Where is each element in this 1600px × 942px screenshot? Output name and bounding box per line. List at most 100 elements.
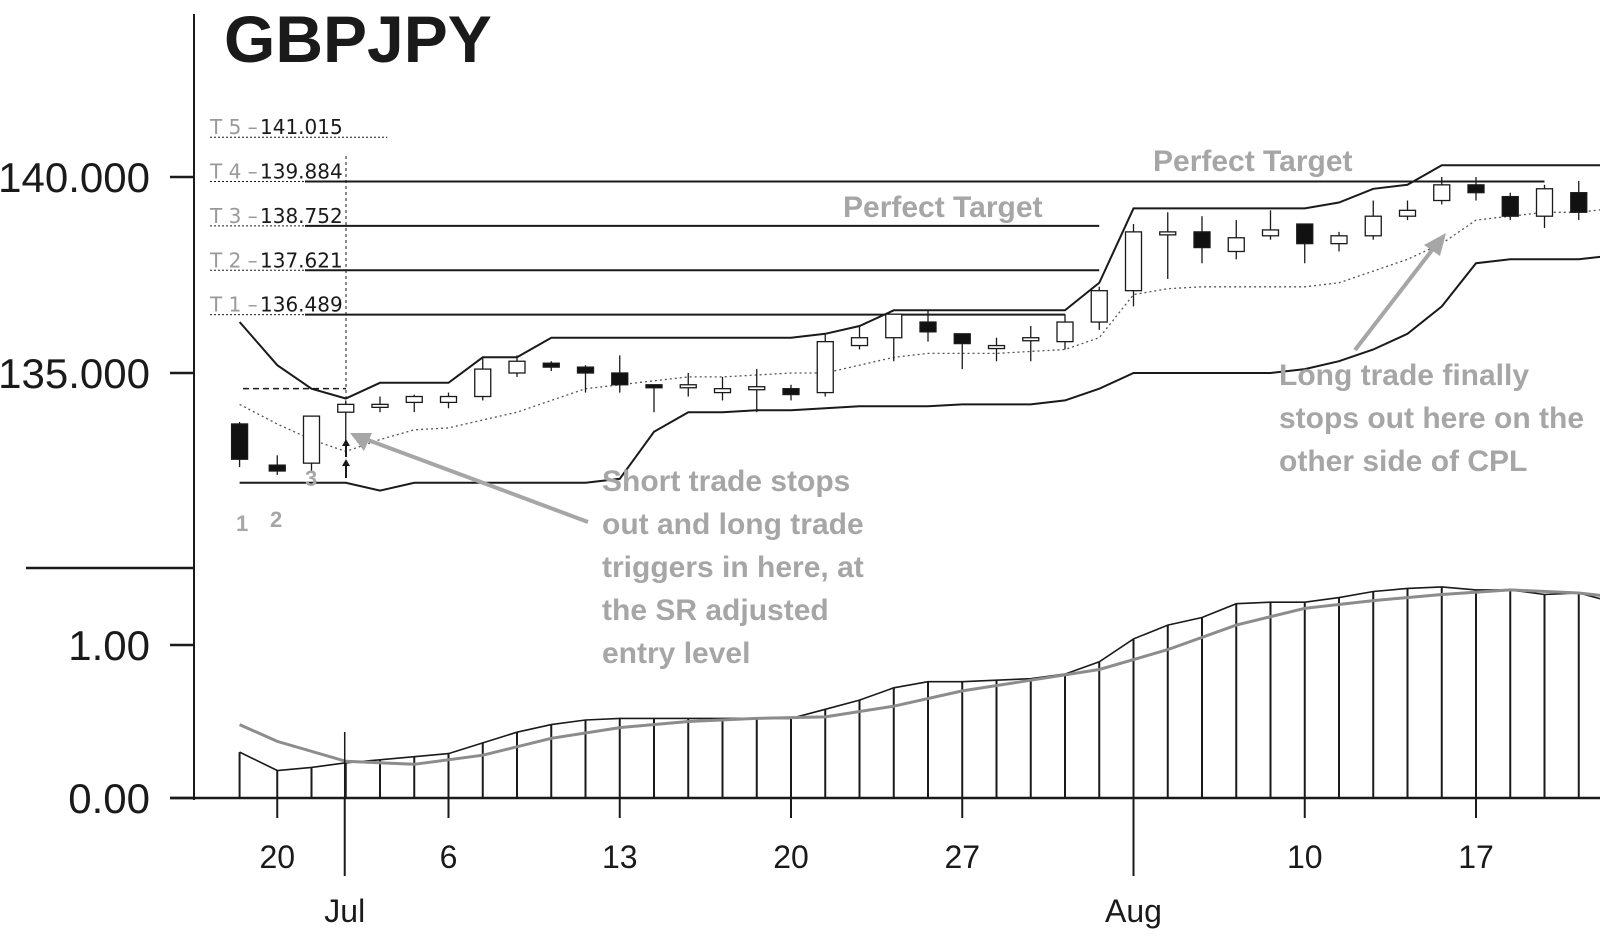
candle [885,313,903,362]
candle [1193,216,1211,264]
candle [1570,180,1588,221]
candle [508,355,526,377]
target-level-prefix: T 1 – [209,293,258,317]
candle-body [850,337,869,347]
indicator-smooth-line [238,588,1600,766]
upper-band-line [238,164,1600,400]
entry-arrow-lower-head [342,459,350,466]
candle [1467,177,1485,201]
candle [1022,325,1040,362]
annotation-perfect-target-1: Perfect Target [843,191,1043,224]
candle [230,422,249,468]
candle-body [1467,184,1485,194]
count-label-2: 2 [270,507,282,532]
candle-body [371,403,389,409]
date-tick-label: 6 [440,839,458,875]
candle-body [474,368,492,398]
price-tick-label: 135.000 [0,350,150,397]
candle-body [1159,231,1177,236]
candle-body [1227,237,1245,253]
candle-body [1261,229,1280,237]
candle-body [230,423,249,460]
candle-body [748,386,766,391]
target-level-label: 136.489 [260,293,343,317]
candle [576,365,595,393]
annotation-long-line-3: other side of CPL [1279,445,1527,478]
indicator-top-line [239,586,1600,772]
chart-title: GBPJPY [224,2,492,76]
candle [782,384,800,401]
annotation-long-line-1: Long trade finally [1279,359,1529,392]
candle-body [1330,235,1348,245]
indicator-tick-label: 0.00 [68,775,150,822]
month-label: Jul [324,893,365,929]
entry-arrow-upper-head [342,439,350,446]
annotation-long-line-2: stops out here on the [1279,402,1584,435]
candle [371,396,389,413]
candle [919,310,937,342]
candle [268,455,286,475]
candle-body [1056,321,1074,343]
date-tick-label: 20 [259,839,295,875]
candle-body [576,366,595,374]
annotation-short-line-1: Short trade stops [602,465,850,498]
date-tick-label: 27 [944,839,980,875]
date-tick-label: 10 [1287,839,1323,875]
annotation-arrow-short-line [359,435,589,524]
target-level-prefix: T 5 – [209,115,258,139]
candle [1090,286,1108,330]
indicator-axis-ticks: 0.00 1.00 [68,622,194,822]
candle [645,384,663,413]
annotation-short-line-2: out and long trade [602,508,864,541]
target-level-label: 141.015 [260,115,343,139]
target-level-label: 137.621 [260,248,343,272]
candle-body [542,362,560,368]
indicator-tick-label: 1.00 [68,622,150,669]
price-tick-label: 140.000 [0,154,150,201]
candle-body [1501,195,1519,217]
candle-body [1193,231,1211,249]
candle [1056,314,1074,350]
target-level-prefix: T 4 – [209,160,258,184]
candle [1398,200,1417,221]
candle [816,333,834,397]
target-level-prefix: T 3 – [209,204,258,228]
candle-body [782,388,800,396]
candle [1261,210,1280,240]
candle-body [816,340,834,394]
candle [1501,192,1519,221]
candle [302,415,321,471]
candle [1124,224,1143,307]
candle [1296,223,1314,264]
annotation-arrow-long-head [1424,233,1446,256]
annotation-short-line-3: triggers in here, at [602,551,864,584]
annotation-perfect-target-2: Perfect Target [1153,145,1353,178]
candle [850,325,869,350]
candle [1159,212,1177,279]
candle-body [1124,231,1143,292]
date-axis: 20 6 13 20 27 10 17 Jul Aug [259,732,1494,929]
candle-body [679,384,697,389]
candle [713,376,732,401]
candle-body [405,395,423,404]
candle [474,357,492,401]
candle [1433,177,1451,205]
candle [987,337,1006,362]
candle-body [508,360,526,374]
price-axis-ticks: 135.000 140.000 [0,154,194,397]
candle-body [885,313,903,339]
candle [748,369,766,413]
candle [1330,231,1348,252]
candle [611,355,629,393]
target-level-label: 138.752 [260,204,343,228]
candle [1227,220,1245,260]
candle-body [1090,290,1108,323]
candle-body [302,415,321,464]
date-tick-label: 20 [773,839,809,875]
candle-body [1535,188,1554,217]
candles [230,177,1588,475]
candle-body [919,321,937,333]
candle-body [1296,223,1314,245]
month-label: Aug [1105,893,1162,929]
indicator-bars [238,586,1600,798]
